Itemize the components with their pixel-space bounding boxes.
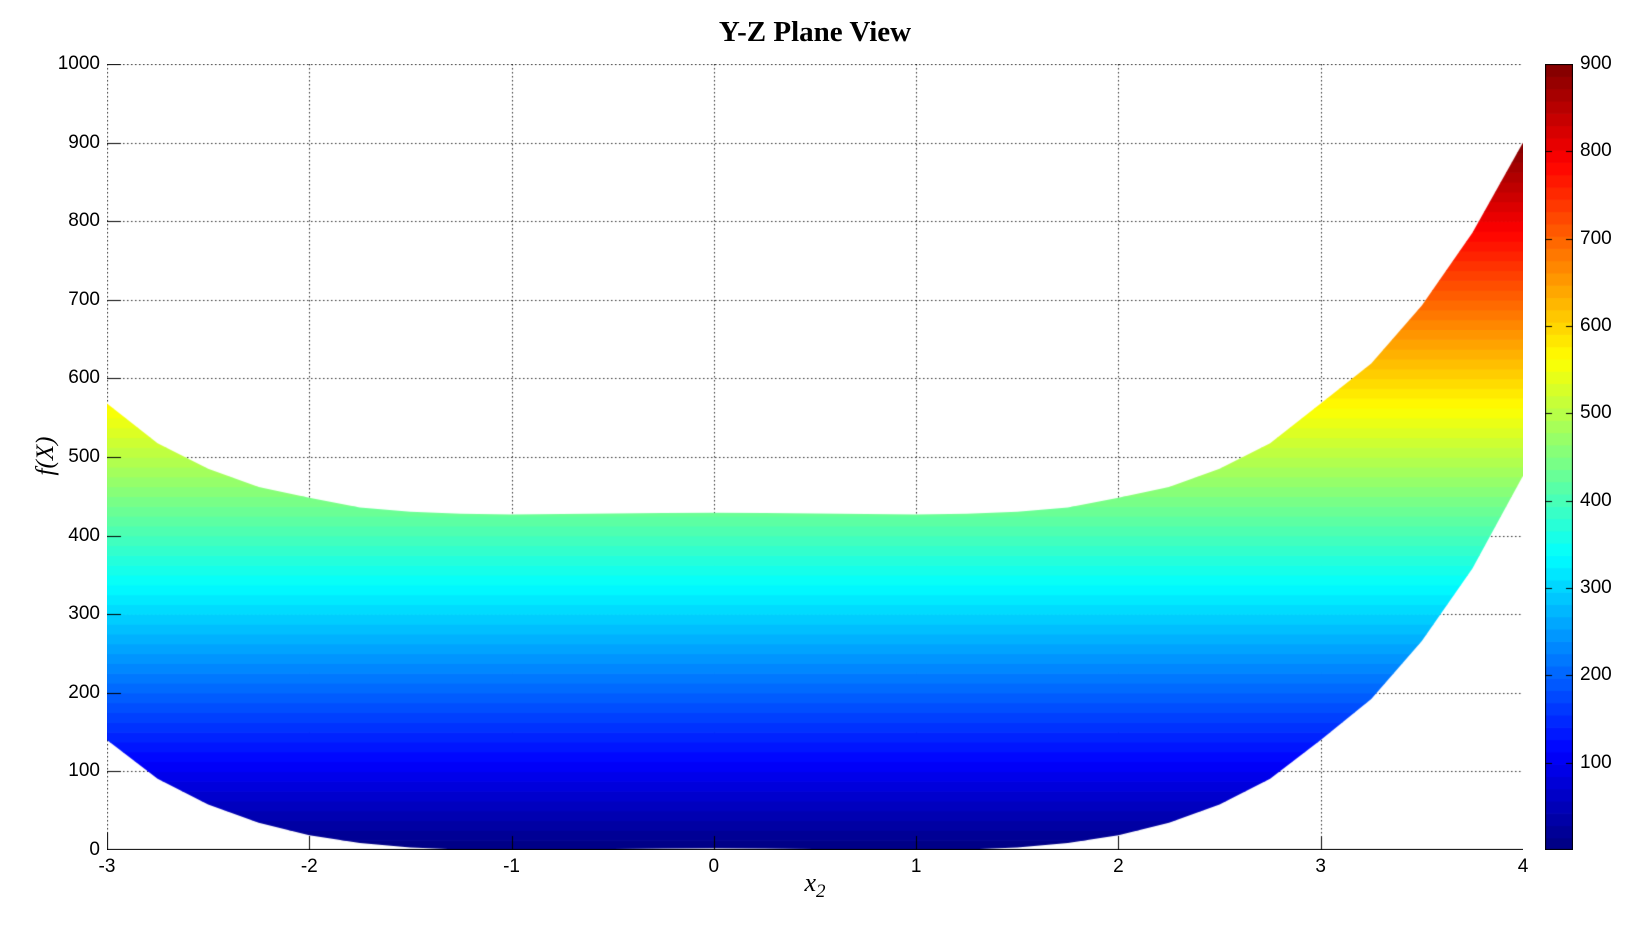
x-axis-label-base: x (804, 868, 817, 897)
y-tick-label: 100 (68, 760, 100, 782)
x-tick-label: 1 (910, 856, 922, 877)
colorbar-tick-label: 300 (1580, 577, 1612, 598)
y-tick-label: 0 (89, 839, 100, 860)
y-tick-label: 200 (68, 681, 100, 703)
x-axis-label-subscript: 2 (816, 881, 826, 903)
y-tick-label: 800 (68, 210, 100, 232)
y-tick-label: 500 (68, 446, 100, 467)
x-tick-label: -3 (98, 856, 116, 877)
y-tick-label: 400 (68, 524, 100, 546)
x-axis-label: x2 (760, 868, 870, 901)
chart-title: Y-Z Plane View (718, 16, 912, 48)
colorbar-tick-label: 100 (1580, 751, 1612, 773)
colorbar-tick-label: 400 (1580, 489, 1612, 511)
y-tick-label: 700 (68, 288, 100, 310)
colorbar-tick-label: 200 (1580, 664, 1612, 686)
y-tick-label: 900 (68, 131, 100, 153)
x-tick-label: 0 (708, 856, 720, 877)
colorbar-tick-label: 900 (1580, 53, 1612, 74)
x-tick-label: 3 (1315, 856, 1326, 877)
y-tick-label: 300 (68, 603, 100, 625)
colorbar-tick-label: 500 (1580, 402, 1612, 424)
y-tick-label: 600 (68, 367, 100, 389)
colorbar-canvas (1545, 64, 1573, 850)
x-tick-label: 2 (1113, 856, 1124, 877)
colorbar-tick-label: 800 (1580, 140, 1612, 162)
colorbar-tick-label: 700 (1580, 227, 1612, 249)
plot-canvas (107, 64, 1523, 850)
x-tick-label: -1 (503, 856, 521, 877)
colorbar-tick-label: 600 (1580, 315, 1612, 336)
x-tick-label: -2 (300, 856, 318, 877)
y-tick-label: 1000 (57, 53, 100, 74)
x-tick-label: 4 (1517, 856, 1529, 877)
